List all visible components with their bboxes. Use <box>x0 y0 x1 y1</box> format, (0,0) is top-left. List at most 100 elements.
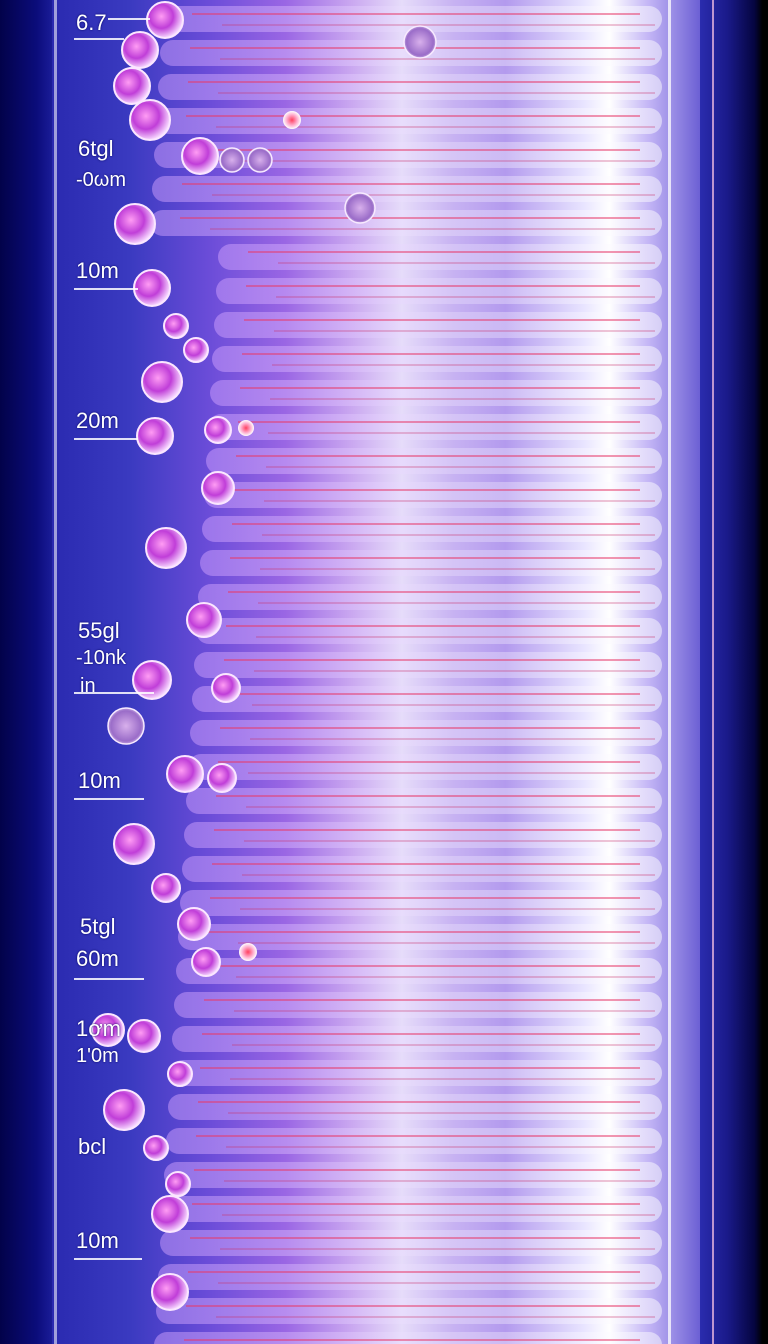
streak-band <box>162 1196 662 1222</box>
red-blood-cell <box>239 943 257 961</box>
cell-bodies <box>91 1 241 1311</box>
scale-label: 10m <box>78 768 121 793</box>
streak-band <box>196 618 662 644</box>
cell-body <box>113 67 151 105</box>
streak-band <box>174 992 662 1018</box>
streak-band <box>170 1060 662 1086</box>
cell-body <box>204 416 232 444</box>
scale-line <box>74 288 138 290</box>
chamber-edge-left <box>54 0 57 1344</box>
streak-band <box>156 1298 662 1324</box>
scale-label: 60m <box>76 946 119 971</box>
cell-body <box>207 763 237 793</box>
cell-body <box>186 602 222 638</box>
streak-band <box>214 312 662 338</box>
scale-line <box>74 798 144 800</box>
cell-body <box>165 1171 191 1197</box>
scale-label: bcl <box>78 1134 107 1159</box>
cell-body <box>141 361 183 403</box>
cell-body <box>113 823 155 865</box>
streak-band <box>206 448 662 474</box>
streak-band <box>160 1230 662 1256</box>
flow-streaks <box>150 6 662 1344</box>
scale-label: in <box>80 675 96 697</box>
streak-band <box>190 720 662 746</box>
streak-band <box>166 1128 662 1154</box>
streak-band <box>168 1094 662 1120</box>
cell-body <box>133 269 171 307</box>
streak-band <box>192 686 662 712</box>
scale-label: 10m <box>76 1228 119 1253</box>
red-blood-cell <box>238 420 254 436</box>
streak-band <box>176 958 662 984</box>
cell-body <box>127 1019 161 1053</box>
streak-band <box>218 244 662 270</box>
floating-cell <box>219 147 245 173</box>
scale-label: 55gl <box>78 618 120 643</box>
cell-body <box>166 755 204 793</box>
cell-body <box>151 1195 189 1233</box>
scale-label: -0ωm <box>76 169 127 191</box>
streak-band <box>212 346 662 372</box>
cell-body <box>143 1135 169 1161</box>
cell-body <box>177 907 211 941</box>
cell-body <box>167 1061 193 1087</box>
cell-body <box>211 673 241 703</box>
scale-line <box>108 18 150 20</box>
scale-line <box>74 978 144 980</box>
streak-band <box>154 1332 662 1344</box>
streak-band <box>198 584 662 610</box>
floating-cell <box>344 192 376 224</box>
streak-band <box>158 1264 662 1290</box>
scale-label: 20m <box>76 408 119 433</box>
streak-band <box>200 550 662 576</box>
scale-label: -10nk <box>76 647 127 669</box>
cell-body <box>151 1273 189 1311</box>
cell-body <box>103 1089 145 1131</box>
cell-body <box>183 337 209 363</box>
scale-label: 10m <box>76 258 119 283</box>
streak-band <box>204 482 662 508</box>
cell-body <box>129 99 171 141</box>
streak-band <box>158 74 662 100</box>
floating-cells <box>107 25 437 961</box>
streak-band <box>210 380 662 406</box>
streak-band <box>194 652 662 678</box>
scale-label: 6.7 <box>76 10 107 35</box>
streak-band <box>172 1026 662 1052</box>
streak-band <box>150 210 662 236</box>
cell-body <box>121 31 159 69</box>
dark-background-left <box>0 0 52 1344</box>
streak-band <box>202 516 662 542</box>
streak-band <box>180 890 662 916</box>
streak-band <box>164 1162 662 1188</box>
scale-label: 1ơm <box>76 1016 121 1041</box>
streak-band <box>184 822 662 848</box>
chamber-edge-right <box>668 0 671 1344</box>
cell-body <box>114 203 156 245</box>
floating-cell <box>107 707 145 745</box>
floating-cell <box>247 147 273 173</box>
cell-body <box>91 1013 125 1047</box>
tube-edge-right <box>712 0 714 1344</box>
cell-body <box>136 417 174 455</box>
scale-line <box>74 1258 142 1260</box>
streak-band <box>188 754 662 780</box>
cell-body <box>151 873 181 903</box>
streak-band <box>208 414 662 440</box>
cell-body <box>201 471 235 505</box>
scale-label: 6tgl <box>78 136 114 161</box>
streak-band <box>152 176 662 202</box>
scale-line <box>74 38 124 40</box>
floating-cell <box>403 25 437 59</box>
cell-body <box>132 660 172 700</box>
scale-label: 5tgl <box>80 914 116 939</box>
scale-line <box>74 692 154 694</box>
cell-body <box>191 947 221 977</box>
dark-background-right <box>700 0 768 1344</box>
streak-band <box>182 856 662 882</box>
red-blood-cell <box>283 111 301 129</box>
streak-band <box>186 788 662 814</box>
